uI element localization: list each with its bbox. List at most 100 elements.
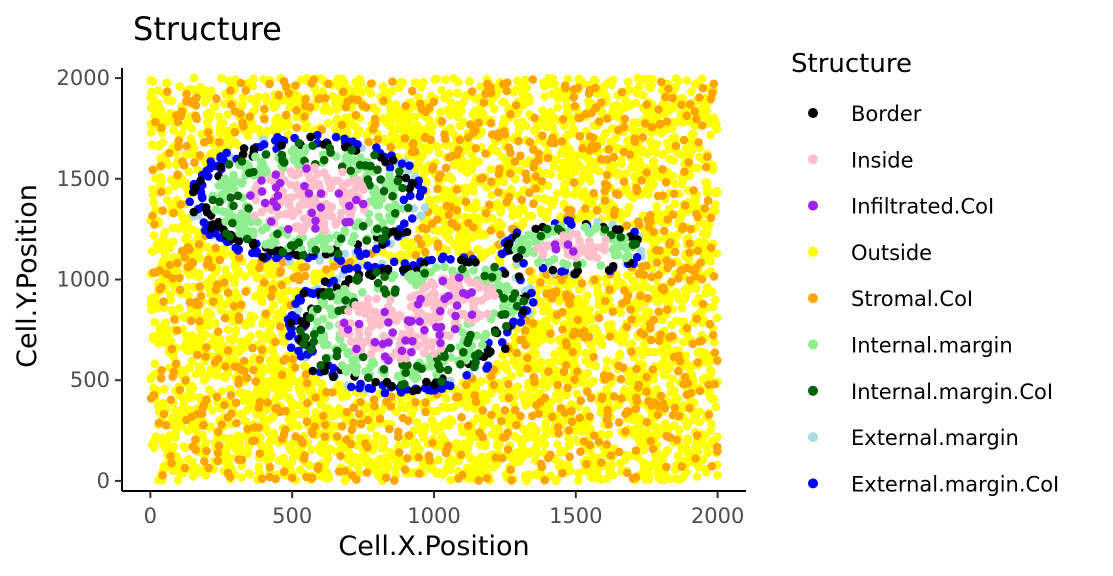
data-point <box>703 196 713 205</box>
data-point <box>660 404 670 413</box>
data-point <box>425 195 435 205</box>
data-point <box>463 463 472 473</box>
data-point <box>558 325 567 334</box>
data-point <box>243 424 252 434</box>
data-point <box>149 198 158 207</box>
data-point <box>698 121 707 130</box>
data-point <box>227 409 236 418</box>
data-point <box>402 227 412 237</box>
data-point <box>216 305 225 315</box>
data-point <box>220 99 229 109</box>
data-point <box>461 197 471 206</box>
data-point <box>586 393 596 403</box>
data-point <box>703 283 712 292</box>
data-point <box>329 276 338 286</box>
data-point <box>276 266 286 276</box>
data-point <box>634 380 644 390</box>
data-point <box>279 430 289 439</box>
data-point <box>597 340 607 350</box>
data-point <box>602 440 612 449</box>
data-point <box>292 106 301 115</box>
data-point <box>367 79 376 88</box>
data-point <box>442 394 451 404</box>
data-point <box>169 442 179 451</box>
data-point <box>171 426 181 435</box>
data-point <box>201 91 210 101</box>
data-point <box>521 326 530 335</box>
data-point <box>184 245 194 254</box>
data-point <box>482 474 492 483</box>
data-point <box>536 278 545 287</box>
data-point <box>552 310 562 320</box>
data-point <box>456 106 466 116</box>
data-point <box>213 456 223 466</box>
data-point <box>462 371 472 380</box>
data-point <box>401 173 411 183</box>
data-point <box>313 130 322 140</box>
data-point <box>220 278 229 287</box>
data-point <box>652 215 662 225</box>
data-point <box>441 230 450 239</box>
data-point <box>427 415 437 425</box>
data-point <box>529 432 538 442</box>
data-point <box>564 434 573 443</box>
data-point <box>241 287 251 296</box>
data-point <box>183 426 193 436</box>
data-point <box>591 76 600 86</box>
data-point <box>331 132 341 142</box>
data-point <box>369 395 379 405</box>
data-point <box>529 199 538 208</box>
data-point <box>270 361 279 371</box>
data-point <box>509 317 518 327</box>
data-point <box>478 432 488 442</box>
data-point <box>189 73 199 83</box>
data-point <box>194 240 204 249</box>
data-point <box>447 417 457 426</box>
data-point <box>192 114 201 124</box>
data-point <box>637 176 646 185</box>
data-point <box>548 265 558 275</box>
data-point <box>609 161 619 170</box>
data-point <box>171 359 181 369</box>
data-point <box>662 305 672 314</box>
data-point <box>487 190 496 200</box>
data-point <box>167 459 176 468</box>
data-point <box>670 199 680 209</box>
data-point <box>573 315 583 325</box>
data-point <box>405 244 415 254</box>
data-point <box>237 365 246 375</box>
data-point <box>180 224 190 234</box>
data-point <box>612 100 622 110</box>
data-point <box>431 207 441 216</box>
data-point <box>701 178 710 187</box>
data-point <box>621 169 631 178</box>
data-point <box>390 476 399 485</box>
data-point <box>632 364 641 374</box>
data-point <box>216 162 225 172</box>
data-point <box>517 195 527 205</box>
data-point <box>157 123 166 133</box>
data-point <box>485 200 494 210</box>
data-point <box>222 458 231 468</box>
data-point <box>567 406 576 416</box>
data-point <box>317 379 327 388</box>
data-point <box>691 298 701 307</box>
data-point <box>570 375 579 384</box>
data-point <box>547 375 557 385</box>
data-point <box>658 453 667 462</box>
data-point <box>524 97 534 106</box>
data-point <box>302 378 312 388</box>
data-point <box>656 391 666 401</box>
data-point <box>631 404 641 414</box>
data-point <box>529 298 538 307</box>
data-point <box>158 257 168 267</box>
data-point <box>693 212 702 222</box>
data-point <box>437 117 447 126</box>
data-point <box>240 272 250 281</box>
data-point <box>291 299 301 309</box>
data-point <box>457 413 466 422</box>
data-point <box>207 148 217 158</box>
data-point <box>627 347 636 357</box>
data-point <box>320 420 330 430</box>
data-point <box>559 367 569 377</box>
